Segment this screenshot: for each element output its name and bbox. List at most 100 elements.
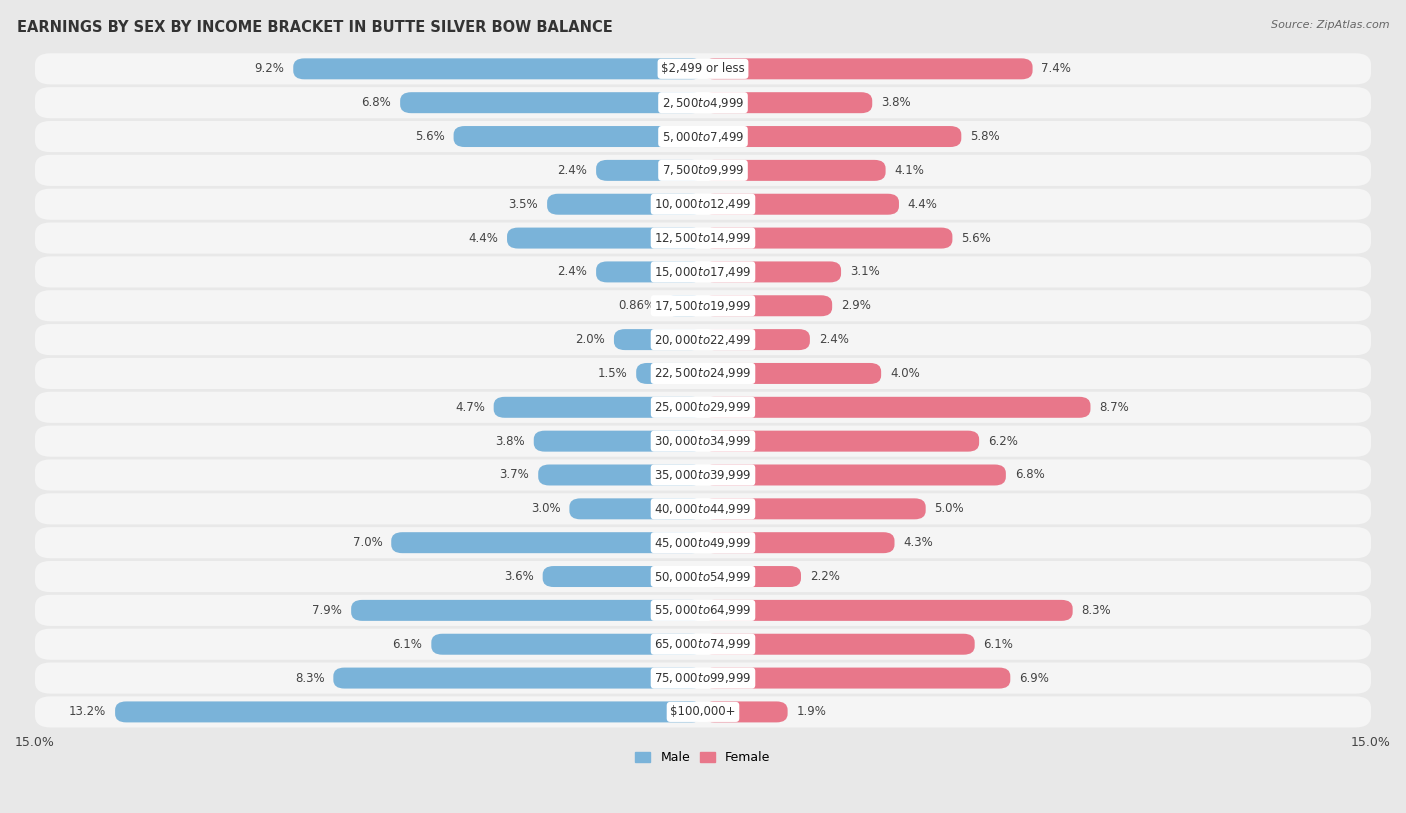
- Text: 13.2%: 13.2%: [69, 706, 107, 719]
- Text: 9.2%: 9.2%: [254, 63, 284, 76]
- Text: $5,000 to $7,499: $5,000 to $7,499: [662, 129, 744, 144]
- FancyBboxPatch shape: [35, 121, 1371, 152]
- Text: 2.4%: 2.4%: [818, 333, 849, 346]
- Text: $7,500 to $9,999: $7,500 to $9,999: [662, 163, 744, 177]
- FancyBboxPatch shape: [294, 59, 703, 80]
- FancyBboxPatch shape: [333, 667, 703, 689]
- Text: 6.1%: 6.1%: [392, 637, 422, 650]
- FancyBboxPatch shape: [391, 533, 703, 553]
- FancyBboxPatch shape: [35, 392, 1371, 423]
- Text: 4.4%: 4.4%: [908, 198, 938, 211]
- FancyBboxPatch shape: [35, 358, 1371, 389]
- FancyBboxPatch shape: [35, 561, 1371, 592]
- Text: 5.6%: 5.6%: [962, 232, 991, 245]
- FancyBboxPatch shape: [494, 397, 703, 418]
- FancyBboxPatch shape: [35, 527, 1371, 559]
- Text: $22,500 to $24,999: $22,500 to $24,999: [654, 367, 752, 380]
- FancyBboxPatch shape: [703, 464, 1005, 485]
- Text: 6.1%: 6.1%: [984, 637, 1014, 650]
- Text: 3.6%: 3.6%: [503, 570, 534, 583]
- Text: 2.4%: 2.4%: [557, 164, 588, 177]
- Legend: Male, Female: Male, Female: [630, 746, 776, 769]
- Text: 3.8%: 3.8%: [882, 96, 911, 109]
- FancyBboxPatch shape: [35, 290, 1371, 321]
- FancyBboxPatch shape: [703, 193, 898, 215]
- FancyBboxPatch shape: [614, 329, 703, 350]
- FancyBboxPatch shape: [35, 223, 1371, 254]
- FancyBboxPatch shape: [432, 633, 703, 654]
- Text: 1.5%: 1.5%: [598, 367, 627, 380]
- Text: 1.9%: 1.9%: [797, 706, 827, 719]
- Text: $45,000 to $49,999: $45,000 to $49,999: [654, 536, 752, 550]
- FancyBboxPatch shape: [35, 189, 1371, 220]
- FancyBboxPatch shape: [115, 702, 703, 723]
- Text: 4.4%: 4.4%: [468, 232, 498, 245]
- Text: $30,000 to $34,999: $30,000 to $34,999: [654, 434, 752, 448]
- FancyBboxPatch shape: [401, 92, 703, 113]
- Text: $50,000 to $54,999: $50,000 to $54,999: [654, 570, 752, 584]
- FancyBboxPatch shape: [35, 697, 1371, 728]
- FancyBboxPatch shape: [35, 87, 1371, 118]
- FancyBboxPatch shape: [35, 324, 1371, 355]
- FancyBboxPatch shape: [665, 295, 703, 316]
- FancyBboxPatch shape: [703, 59, 1032, 80]
- FancyBboxPatch shape: [538, 464, 703, 485]
- FancyBboxPatch shape: [703, 600, 1073, 621]
- Text: 6.8%: 6.8%: [1015, 468, 1045, 481]
- Text: 3.5%: 3.5%: [509, 198, 538, 211]
- FancyBboxPatch shape: [454, 126, 703, 147]
- FancyBboxPatch shape: [703, 126, 962, 147]
- FancyBboxPatch shape: [703, 329, 810, 350]
- FancyBboxPatch shape: [508, 228, 703, 249]
- FancyBboxPatch shape: [703, 92, 872, 113]
- Text: Source: ZipAtlas.com: Source: ZipAtlas.com: [1271, 20, 1389, 30]
- Text: 2.4%: 2.4%: [557, 265, 588, 278]
- Text: 15.0%: 15.0%: [15, 737, 55, 750]
- Text: $35,000 to $39,999: $35,000 to $39,999: [654, 468, 752, 482]
- Text: 3.7%: 3.7%: [499, 468, 529, 481]
- Text: $65,000 to $74,999: $65,000 to $74,999: [654, 637, 752, 651]
- Text: 4.7%: 4.7%: [456, 401, 485, 414]
- FancyBboxPatch shape: [35, 628, 1371, 660]
- FancyBboxPatch shape: [703, 702, 787, 723]
- Text: $75,000 to $99,999: $75,000 to $99,999: [654, 671, 752, 685]
- Text: 3.1%: 3.1%: [851, 265, 880, 278]
- Text: 7.4%: 7.4%: [1042, 63, 1071, 76]
- Text: 4.1%: 4.1%: [894, 164, 924, 177]
- Text: 4.0%: 4.0%: [890, 367, 920, 380]
- FancyBboxPatch shape: [703, 160, 886, 180]
- Text: 15.0%: 15.0%: [1351, 737, 1391, 750]
- Text: $2,499 or less: $2,499 or less: [661, 63, 745, 76]
- Text: 2.0%: 2.0%: [575, 333, 605, 346]
- FancyBboxPatch shape: [703, 633, 974, 654]
- Text: 8.3%: 8.3%: [1081, 604, 1111, 617]
- FancyBboxPatch shape: [35, 493, 1371, 524]
- FancyBboxPatch shape: [703, 295, 832, 316]
- Text: 8.7%: 8.7%: [1099, 401, 1129, 414]
- FancyBboxPatch shape: [35, 154, 1371, 186]
- Text: $100,000+: $100,000+: [671, 706, 735, 719]
- FancyBboxPatch shape: [35, 256, 1371, 288]
- Text: $15,000 to $17,499: $15,000 to $17,499: [654, 265, 752, 279]
- FancyBboxPatch shape: [35, 595, 1371, 626]
- FancyBboxPatch shape: [703, 533, 894, 553]
- FancyBboxPatch shape: [352, 600, 703, 621]
- Text: $55,000 to $64,999: $55,000 to $64,999: [654, 603, 752, 617]
- Text: $40,000 to $44,999: $40,000 to $44,999: [654, 502, 752, 515]
- Text: 8.3%: 8.3%: [295, 672, 325, 685]
- FancyBboxPatch shape: [703, 667, 1011, 689]
- FancyBboxPatch shape: [703, 498, 925, 520]
- Text: $20,000 to $22,499: $20,000 to $22,499: [654, 333, 752, 346]
- FancyBboxPatch shape: [534, 431, 703, 452]
- Text: $10,000 to $12,499: $10,000 to $12,499: [654, 198, 752, 211]
- Text: 7.9%: 7.9%: [312, 604, 342, 617]
- FancyBboxPatch shape: [35, 663, 1371, 693]
- FancyBboxPatch shape: [547, 193, 703, 215]
- FancyBboxPatch shape: [596, 262, 703, 282]
- FancyBboxPatch shape: [543, 566, 703, 587]
- Text: $17,500 to $19,999: $17,500 to $19,999: [654, 298, 752, 313]
- FancyBboxPatch shape: [703, 397, 1091, 418]
- FancyBboxPatch shape: [596, 160, 703, 180]
- Text: 7.0%: 7.0%: [353, 537, 382, 550]
- Text: 5.0%: 5.0%: [935, 502, 965, 515]
